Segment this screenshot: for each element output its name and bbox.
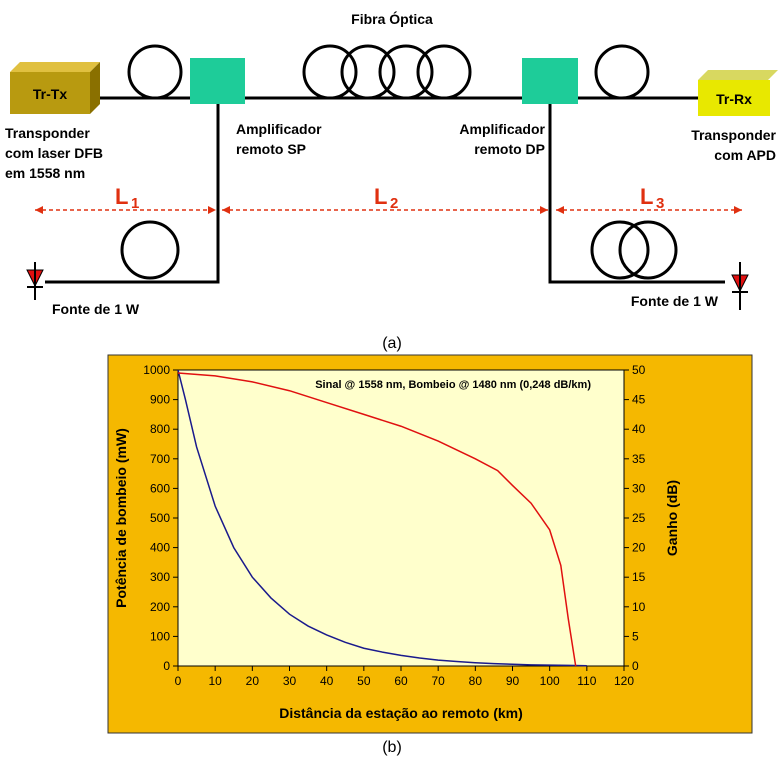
- y-tick-label: 400: [150, 541, 170, 555]
- y2-tick-label: 30: [632, 481, 646, 495]
- y-tick-label: 1000: [143, 363, 170, 377]
- arrow: [556, 206, 564, 214]
- arrow: [208, 206, 216, 214]
- label: em 1558 nm: [5, 165, 85, 181]
- y-tick-label: 100: [150, 629, 170, 643]
- box-label: Tr-Tx: [33, 86, 67, 102]
- label: Amplificador: [236, 121, 322, 137]
- y-tick-label: 800: [150, 422, 170, 436]
- y2-tick-label: 15: [632, 570, 646, 584]
- annotation: Sinal @ 1558 nm, Bombeio @ 1480 nm (0,24…: [315, 379, 591, 391]
- label: Transponder: [691, 127, 776, 143]
- span-labels: L 1 L 2 L 3: [115, 184, 664, 212]
- x-tick-label: 60: [394, 674, 408, 688]
- y2-tick-label: 0: [632, 659, 639, 673]
- x-tick-label: 120: [614, 674, 634, 688]
- tx-top: [10, 62, 100, 72]
- x-tick-label: 10: [208, 674, 222, 688]
- rx-top: [698, 70, 778, 80]
- x-tick-label: 90: [506, 674, 520, 688]
- coil: [122, 222, 178, 278]
- coil: [596, 46, 648, 98]
- label: Transponder: [5, 125, 90, 141]
- y-tick-label: 500: [150, 511, 170, 525]
- label: Amplificador: [459, 121, 545, 137]
- x-axis-label: Distância da estação ao remoto (km): [279, 705, 523, 721]
- y2-tick-label: 40: [632, 422, 646, 436]
- caption: (a): [382, 335, 402, 352]
- y-tick-label: 900: [150, 393, 170, 407]
- y2-tick-label: 20: [632, 541, 646, 555]
- x-tick-label: 40: [320, 674, 334, 688]
- amp-sp: [190, 58, 245, 104]
- x-tick-label: 80: [469, 674, 483, 688]
- x-tick-label: 0: [175, 674, 182, 688]
- y2-tick-label: 10: [632, 600, 646, 614]
- y-tick-label: 200: [150, 600, 170, 614]
- y2-tick-label: 50: [632, 363, 646, 377]
- x-tick-label: 110: [577, 674, 596, 688]
- caption: (b): [382, 739, 402, 756]
- x-tick-label: 30: [283, 674, 297, 688]
- y2-axis-label: Ganho (dB): [664, 480, 680, 556]
- y-tick-label: 600: [150, 481, 170, 495]
- y2-tick-label: 35: [632, 452, 646, 466]
- span-letter: L: [115, 184, 128, 209]
- span-sub: 3: [656, 195, 664, 212]
- page: Fibra Óptica Tr-Tx Tr-Rx Transponder com…: [0, 0, 780, 758]
- y2-tick-label: 45: [632, 393, 646, 407]
- span-letter: L: [374, 184, 387, 209]
- arrow: [540, 206, 548, 214]
- span-letter: L: [640, 184, 653, 209]
- span-sub: 1: [131, 195, 139, 212]
- x-tick-label: 70: [431, 674, 445, 688]
- label: remoto SP: [236, 141, 306, 157]
- y-axis-label: Potência de bombeio (mW): [113, 428, 129, 608]
- fiber-title: Fibra Óptica: [351, 10, 433, 27]
- arrow: [35, 206, 43, 214]
- y-tick-label: 0: [163, 659, 170, 673]
- arrow: [734, 206, 742, 214]
- amp-dp: [522, 58, 578, 104]
- y-tick-label: 700: [150, 452, 170, 466]
- diagram: [45, 46, 725, 282]
- x-tick-label: 50: [357, 674, 371, 688]
- label: Fonte de 1 W: [631, 293, 719, 309]
- label: com APD: [714, 147, 776, 163]
- coil: [418, 46, 470, 98]
- y2-tick-label: 25: [632, 511, 646, 525]
- label: Fonte de 1 W: [52, 301, 140, 317]
- y-tick-label: 300: [150, 570, 170, 584]
- span-sub: 2: [390, 195, 398, 212]
- y2-tick-label: 5: [632, 629, 639, 643]
- box-label: Tr-Rx: [716, 91, 752, 107]
- x-tick-label: 20: [246, 674, 260, 688]
- label: com laser DFB: [5, 145, 103, 161]
- arrow: [222, 206, 230, 214]
- coil: [129, 46, 181, 98]
- plot-area: [178, 370, 624, 666]
- label: remoto DP: [474, 141, 545, 157]
- x-tick-label: 100: [540, 674, 560, 688]
